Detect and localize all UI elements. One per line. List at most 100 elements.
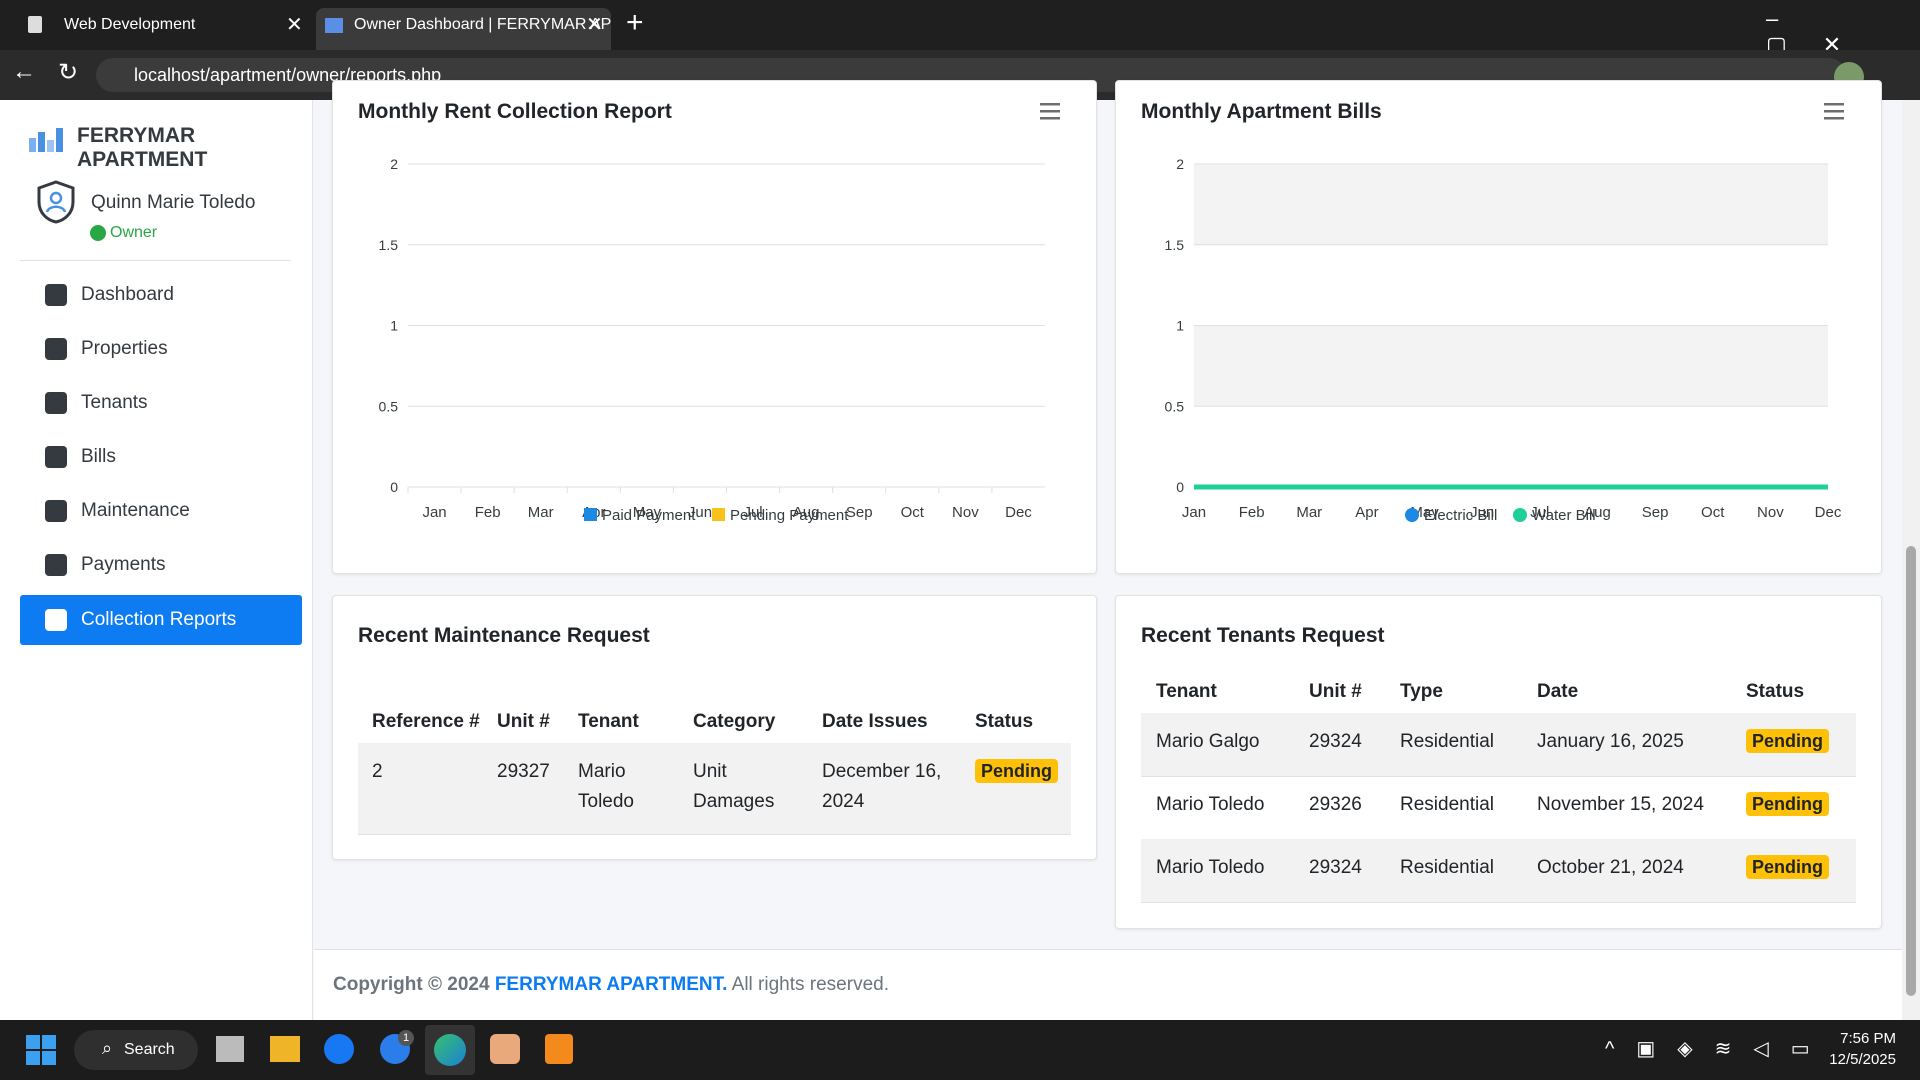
- card-title: Recent Tenants Request: [1141, 624, 1385, 647]
- close-icon[interactable]: ✕: [286, 14, 303, 36]
- column-header: Status: [975, 711, 1034, 732]
- cell: Residential: [1400, 794, 1494, 815]
- nav-item[interactable]: Payments: [81, 554, 166, 575]
- x-tick-label: Oct: [901, 504, 925, 521]
- app-icon[interactable]: [545, 1034, 573, 1064]
- scroll-thumb[interactable]: [1906, 546, 1916, 996]
- sidebar: FERRYMAR APARTMENT Quinn Marie Toledo Ow…: [0, 100, 313, 1020]
- cell: December 16, 2024: [822, 761, 942, 812]
- cell: 2: [372, 761, 383, 782]
- nav-item[interactable]: Properties: [81, 338, 168, 359]
- search-icon: ⌕: [102, 1038, 113, 1058]
- start-button[interactable]: [26, 1035, 56, 1065]
- x-tick-label: Jun: [1470, 504, 1494, 521]
- row-bg: [358, 743, 1071, 834]
- cell: Residential: [1400, 857, 1494, 878]
- tab-title: Owner Dashboard | FERRYMAR AP: [354, 16, 611, 33]
- x-tick-label: Aug: [1584, 504, 1611, 521]
- row-line: [1141, 776, 1856, 777]
- reload-button[interactable]: ↻: [58, 59, 79, 86]
- chart-menu: [1824, 117, 1844, 120]
- nav-item[interactable]: Tenants: [81, 392, 148, 413]
- brand-logo: [29, 128, 63, 152]
- column-header: Date: [1537, 681, 1579, 702]
- y-tick-label: 1: [1176, 318, 1184, 334]
- column-header: Tenant: [1156, 681, 1217, 702]
- tab[interactable]: Web Development: [10, 8, 310, 50]
- x-tick-label: Jan: [1182, 504, 1206, 521]
- footer-brand[interactable]: FERRYMAR APARTMENT.: [494, 974, 728, 995]
- app-icon[interactable]: [490, 1034, 520, 1064]
- x-tick-label: Aug: [793, 504, 820, 521]
- new-tab[interactable]: +: [626, 6, 644, 39]
- nav-item[interactable]: Collection Reports: [20, 595, 302, 645]
- x-tick-label: Dec: [1815, 504, 1842, 521]
- y-tick-label: 1: [390, 318, 398, 334]
- cell: Mario Galgo: [1156, 731, 1260, 752]
- column-header: Unit #: [497, 711, 550, 732]
- taskbar: Search ⌕ 1 ^▣◈≋◁▭ 7:56 PM 12/5/2025: [0, 1020, 1920, 1080]
- tab-bar: Web Development ✕ Owner Dashboard | FERR…: [0, 0, 1920, 57]
- nav-item[interactable]: Dashboard: [81, 284, 174, 305]
- legend-marker: [584, 508, 597, 521]
- status-text: Pending: [1746, 792, 1829, 816]
- copyright: Copyright © 2024: [333, 974, 490, 995]
- legend-label: Pending Payment: [730, 507, 849, 524]
- chart-title: Monthly Rent Collection Report: [358, 100, 672, 123]
- x-tick-label: Dec: [1005, 504, 1032, 521]
- close-icon[interactable]: ✕: [586, 14, 603, 36]
- footer: Copyright © 2024 FERRYMAR APARTMENT. All…: [314, 949, 1902, 1020]
- x-tick-label: Mar: [528, 504, 554, 521]
- x-tick-label: Nov: [1757, 504, 1784, 521]
- app-icon[interactable]: [216, 1036, 244, 1062]
- notification-badge: 1: [398, 1030, 414, 1046]
- nav-icon: [45, 392, 67, 414]
- cell: 29327: [497, 761, 550, 782]
- search-label: Search: [124, 1041, 175, 1058]
- column-header: Category: [693, 711, 776, 732]
- column-header: Type: [1400, 681, 1443, 702]
- column-header: Unit #: [1309, 681, 1362, 702]
- nav-item[interactable]: Bills: [81, 446, 116, 467]
- nav-icon: [45, 338, 67, 360]
- x-tick-label: Sep: [846, 504, 873, 521]
- cell: January 16, 2025: [1537, 731, 1684, 752]
- y-tick-label: 0: [390, 479, 398, 495]
- cell: 29324: [1309, 731, 1362, 752]
- nav-icon: [45, 446, 67, 468]
- y-tick-label: 0: [1176, 479, 1184, 495]
- clock-time: 7:56 PM: [1840, 1030, 1896, 1047]
- legend-label: Water Bill: [1532, 507, 1596, 524]
- back-button[interactable]: ←: [12, 58, 36, 85]
- search-box[interactable]: Search: [74, 1030, 198, 1070]
- status-text: Pending: [975, 759, 1058, 783]
- x-tick-label: Sep: [1642, 504, 1669, 521]
- tab-active[interactable]: Owner Dashboard | FERRYMAR AP: [316, 8, 611, 50]
- x-tick-label: Feb: [1239, 504, 1265, 521]
- scrollbar: [1902, 100, 1920, 1020]
- app-icon[interactable]: [270, 1036, 300, 1062]
- x-tick-label: Apr: [1355, 504, 1378, 521]
- app-icon[interactable]: [434, 1034, 466, 1066]
- column-header: Status: [1746, 681, 1805, 702]
- nav-item[interactable]: Maintenance: [81, 500, 190, 521]
- chart-menu: [1040, 117, 1060, 120]
- status-badge: Pending: [975, 759, 1058, 783]
- app-icon[interactable]: [324, 1034, 354, 1064]
- tray-icons[interactable]: ^▣◈≋◁▭: [1605, 1038, 1832, 1060]
- x-tick-label: Jul: [743, 504, 762, 521]
- y-tick-label: 2: [390, 156, 398, 172]
- x-tick-label: Jan: [422, 504, 446, 521]
- y-tick-label: 1.5: [379, 237, 399, 253]
- rights: All rights reserved.: [731, 974, 889, 995]
- nav-icon: [45, 609, 67, 631]
- x-tick-label: Jun: [688, 504, 712, 521]
- cell: Mario Toledo: [1156, 857, 1265, 878]
- y-tick-label: 1.5: [1165, 237, 1185, 253]
- row-line: [358, 834, 1071, 835]
- x-tick-label: Feb: [475, 504, 501, 521]
- y-tick-label: 0.5: [1165, 398, 1185, 414]
- cell: Mario Toledo: [578, 761, 634, 812]
- column-header: Tenant: [578, 711, 639, 732]
